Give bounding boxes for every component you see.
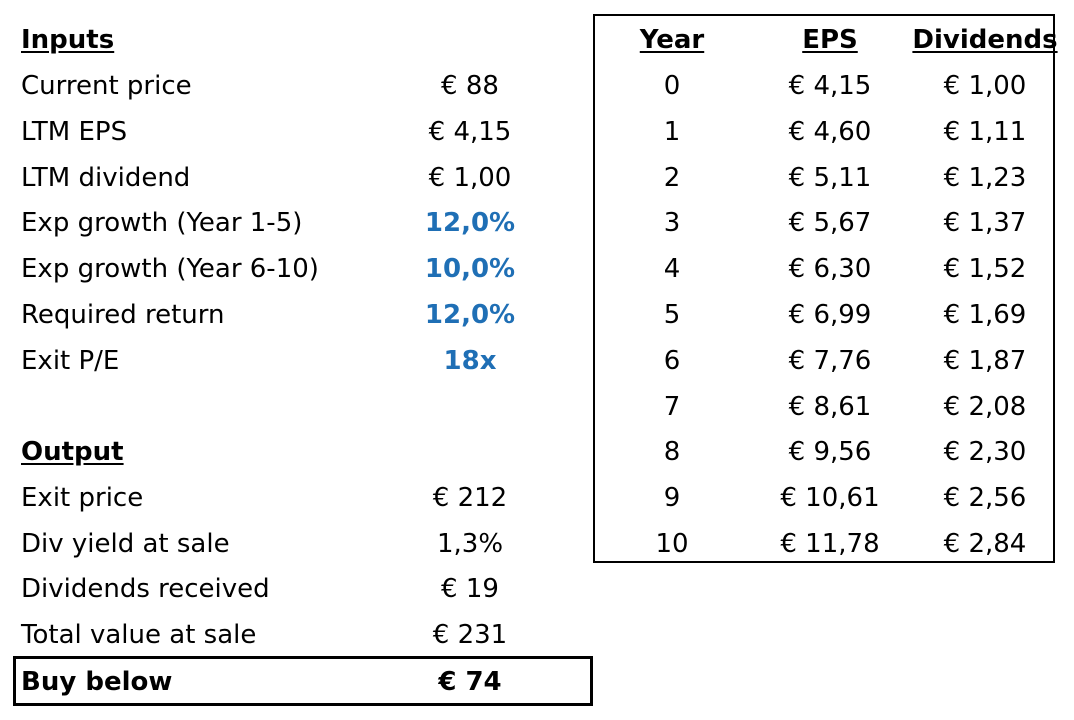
projection-cell-year[interactable]: 2 [663, 163, 681, 193]
input-value-ltm-eps[interactable]: € 4,15 [428, 117, 512, 147]
projection-cell-year[interactable]: 0 [663, 71, 681, 101]
projection-cell-eps[interactable]: € 4,60 [788, 117, 872, 147]
buy-below-box [13, 656, 593, 706]
projection-cell-dividends[interactable]: € 1,37 [943, 208, 1027, 238]
projection-cell-eps[interactable]: € 9,56 [788, 437, 872, 467]
input-label-ltm-eps: LTM EPS [21, 117, 128, 147]
input-value-ltm-dividend[interactable]: € 1,00 [428, 163, 512, 193]
header-eps: EPS [802, 25, 858, 55]
input-label-exit-pe: Exit P/E [21, 346, 120, 376]
projection-cell-dividends[interactable]: € 1,11 [943, 117, 1027, 147]
projection-cell-year[interactable]: 1 [663, 117, 681, 147]
projection-cell-eps[interactable]: € 7,76 [788, 346, 872, 376]
projection-cell-eps[interactable]: € 5,67 [788, 208, 872, 238]
header-dividends: Dividends [912, 25, 1058, 55]
buy-below-value[interactable]: € 74 [438, 667, 502, 697]
projection-cell-eps[interactable]: € 11,78 [780, 529, 880, 559]
projection-cell-year[interactable]: 8 [663, 437, 681, 467]
input-value-growth-1-5[interactable]: 12,0% [424, 208, 516, 238]
projection-cell-eps[interactable]: € 10,61 [780, 483, 880, 513]
input-label-current-price: Current price [21, 71, 192, 101]
projection-cell-dividends[interactable]: € 2,30 [943, 437, 1027, 467]
output-label-total-value: Total value at sale [21, 620, 257, 650]
header-year: Year [639, 25, 705, 55]
input-label-growth-1-5: Exp growth (Year 1-5) [21, 208, 303, 238]
output-value-dividends-received[interactable]: € 19 [441, 574, 499, 604]
projection-cell-year[interactable]: 5 [663, 300, 681, 330]
projection-cell-year[interactable]: 10 [655, 529, 689, 559]
input-label-ltm-dividend: LTM dividend [21, 163, 191, 193]
input-value-exit-pe[interactable]: 18x [443, 346, 497, 376]
output-label-dividends-received: Dividends received [21, 574, 270, 604]
output-label-div-yield: Div yield at sale [21, 529, 230, 559]
projection-cell-eps[interactable]: € 4,15 [788, 71, 872, 101]
projection-cell-dividends[interactable]: € 1,87 [943, 346, 1027, 376]
input-value-growth-6-10[interactable]: 10,0% [424, 254, 516, 284]
projection-cell-dividends[interactable]: € 1,00 [943, 71, 1027, 101]
projection-cell-dividends[interactable]: € 2,56 [943, 483, 1027, 513]
output-value-total-value[interactable]: € 231 [432, 620, 508, 650]
output-value-exit-price[interactable]: € 212 [432, 483, 508, 513]
inputs-heading: Inputs [21, 25, 115, 55]
projection-cell-dividends[interactable]: € 1,23 [943, 163, 1027, 193]
output-label-exit-price: Exit price [21, 483, 144, 513]
projection-cell-eps[interactable]: € 6,30 [788, 254, 872, 284]
input-value-current-price[interactable]: € 88 [441, 71, 499, 101]
projection-cell-year[interactable]: 4 [663, 254, 681, 284]
buy-below-label: Buy below [21, 667, 173, 697]
projection-table-border [593, 14, 1055, 563]
input-label-required-return: Required return [21, 300, 225, 330]
input-label-growth-6-10: Exp growth (Year 6-10) [21, 254, 319, 284]
projection-cell-dividends[interactable]: € 1,52 [943, 254, 1027, 284]
projection-cell-year[interactable]: 3 [663, 208, 681, 238]
projection-cell-dividends[interactable]: € 2,08 [943, 392, 1027, 422]
projection-cell-eps[interactable]: € 8,61 [788, 392, 872, 422]
output-value-div-yield[interactable]: 1,3% [436, 529, 504, 559]
projection-cell-year[interactable]: 7 [663, 392, 681, 422]
projection-cell-eps[interactable]: € 6,99 [788, 300, 872, 330]
input-value-required-return[interactable]: 12,0% [424, 300, 516, 330]
output-heading: Output [21, 437, 124, 467]
projection-cell-dividends[interactable]: € 2,84 [943, 529, 1027, 559]
projection-cell-eps[interactable]: € 5,11 [788, 163, 872, 193]
projection-cell-year[interactable]: 6 [663, 346, 681, 376]
projection-cell-year[interactable]: 9 [663, 483, 681, 513]
projection-cell-dividends[interactable]: € 1,69 [943, 300, 1027, 330]
